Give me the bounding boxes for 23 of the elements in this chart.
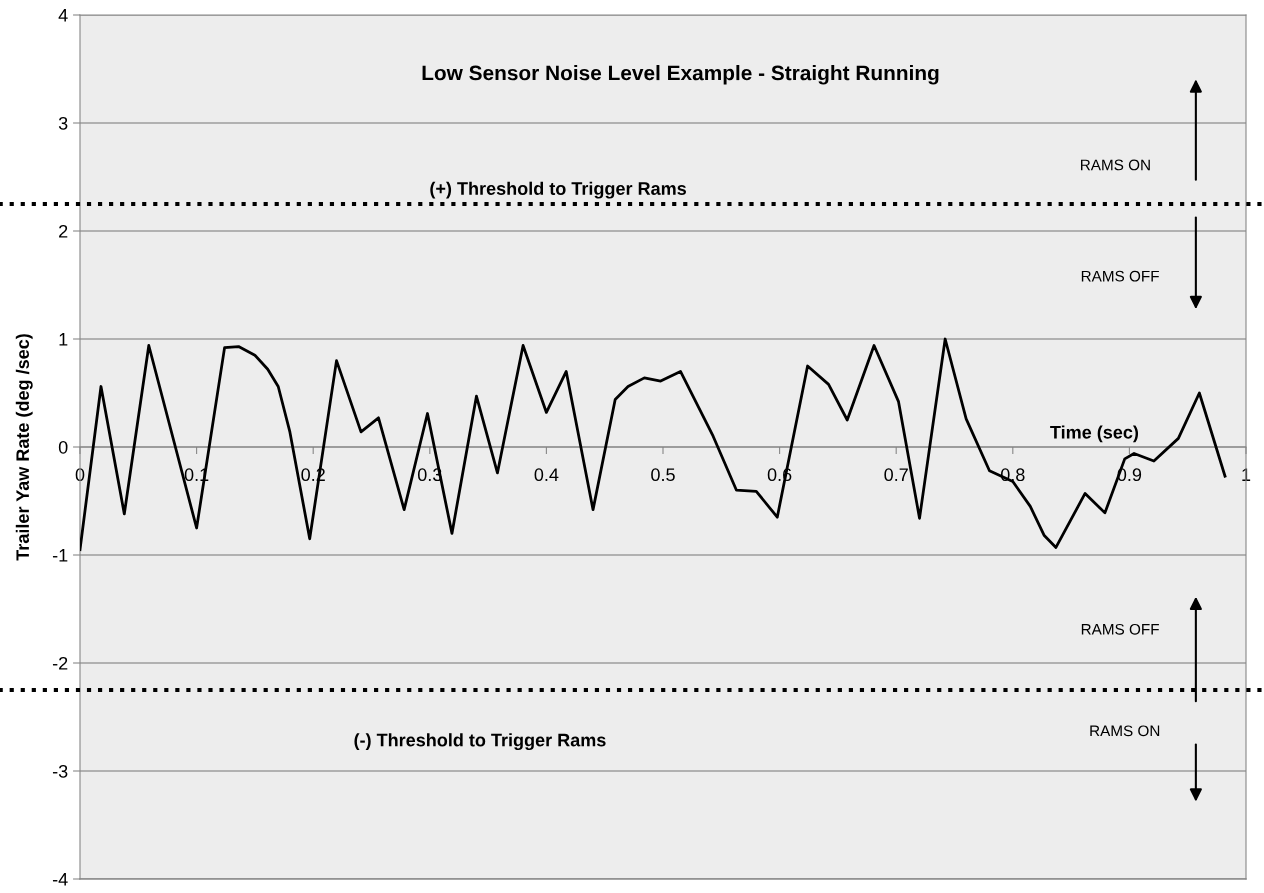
y-tick-label: 2	[59, 224, 68, 238]
y-tick-label: 1	[59, 333, 68, 346]
annotation: RAMS ON	[1090, 725, 1160, 737]
ref-line-label: (+) Threshold to Trigger Rams	[430, 181, 686, 199]
y-tick-label: -4	[52, 873, 68, 886]
y-tick-label: 0	[58, 440, 68, 454]
x-tick-label: 0	[75, 468, 85, 482]
annotation: RAMS ON	[1081, 159, 1150, 171]
x-tick-label: 0.7	[884, 468, 908, 482]
y-tick-label: -3	[52, 764, 68, 778]
y-tick-label: 4	[58, 9, 68, 22]
x-tick-label: 0.5	[651, 468, 675, 482]
ref-line-label: (-) Threshold to Trigger Rams	[354, 733, 606, 751]
x-tick-label: 1	[1242, 468, 1251, 481]
y-axis-title: Trailer Yaw Rate (deg /sec)	[15, 334, 33, 561]
y-tick-label: -2	[52, 656, 68, 670]
y-tick-label: -1	[52, 549, 68, 562]
y-tick-label: 3	[58, 116, 68, 130]
text: Low Sensor Noise Level Example - Straight Running	[422, 65, 939, 85]
x-axis-title: Time (sec)	[1050, 425, 1139, 443]
annotation: RAMS OFF	[1081, 623, 1159, 635]
x-tick-label: 0.4	[534, 468, 559, 482]
annotation: RAMS OFF	[1081, 270, 1159, 282]
